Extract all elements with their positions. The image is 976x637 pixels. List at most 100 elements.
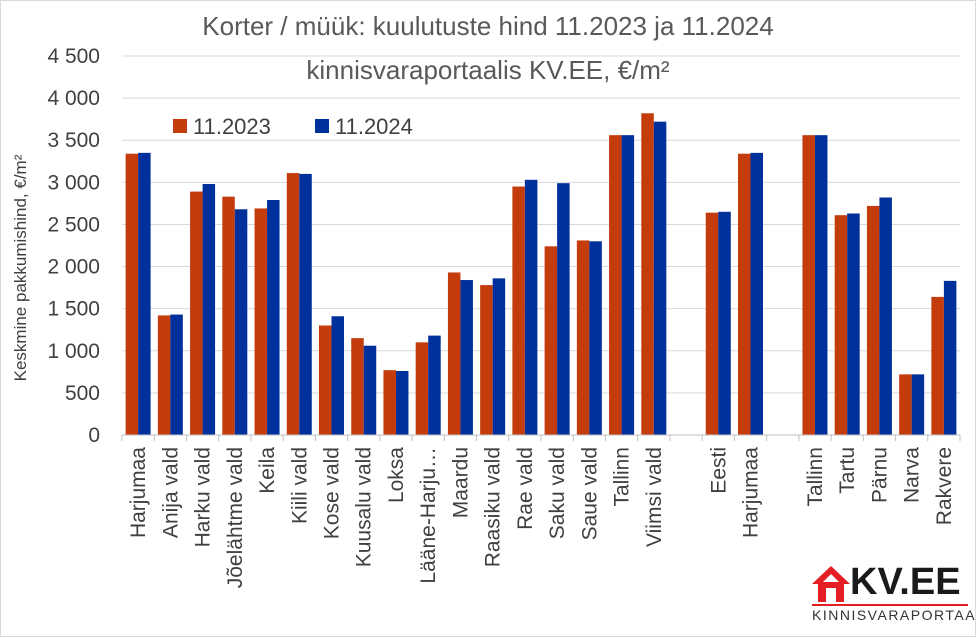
x-category-label: Jõelähtme vald [224,447,247,588]
y-tick-label: 500 [65,382,100,405]
legend-swatch-2024 [315,119,329,133]
legend-swatch-2023 [173,119,187,133]
x-category-label: Rae vald [514,447,537,530]
legend: 11.2023 11.2024 [173,114,413,139]
x-category-labels: Harjumaa Anija vald Harku vald Jõelähtme va… [127,447,956,589]
x-category-label: Kose vald [321,447,344,539]
bar-11.2024-Tallinn [814,135,828,435]
bar-11.2024-Harku vald [202,184,216,435]
y-tick-label: 1 000 [47,340,100,363]
x-category-label: Loksa [385,447,408,503]
x-category-label: Raasiku vald [482,447,505,567]
bar-11.2024-Loksa [395,370,409,435]
y-tick-label: 3 500 [47,129,100,152]
x-category-label: Pärnu [868,447,891,503]
logo-underline [812,604,968,606]
bar-11.2024-Rakvere [943,280,957,435]
bar-11.2024-Kiili vald [299,173,312,435]
x-category-label: Kuusalu vald [353,447,376,567]
bar-11.2024-Harjumaa [138,152,151,435]
bar-11.2023-Tallinn [609,135,622,435]
bar-11.2023-Rae vald [512,186,525,435]
bar-11.2023-Lääne-Harju… [415,342,429,435]
bar-11.2024-Maardu [460,280,473,435]
x-category-label: Saue vald [578,447,601,540]
bar-11.2024-Lääne-Harju… [428,335,441,435]
legend-label-2023: 11.2023 [193,114,271,139]
bar-11.2024-Keila [267,200,280,435]
bar-11.2023-Keila [254,208,268,435]
x-category-label: Narva [901,447,924,503]
bar-11.2023-Maardu [447,272,461,435]
y-tick-label: 4 500 [47,45,100,68]
legend-label-2024: 11.2024 [335,114,413,139]
bar-11.2023-Eesti [705,212,719,435]
axes [121,434,961,441]
y-tick-labels: 0 500 1 000 1 500 2 000 2 500 3 000 3 500 4 000 4… [47,45,100,447]
bar-11.2023-Pärnu [866,205,880,435]
bars [125,113,957,436]
bar-11.2023-Kuusalu vald [351,338,364,435]
bar-11.2024-Saue vald [589,241,602,435]
x-category-label: Saku vald [546,447,569,539]
y-axis-label: Keskmine pakkumishind, €/m² [11,154,30,381]
x-category-label: Eesti [707,447,730,494]
bar-11.2024-Jõelähtme vald [234,209,248,435]
bar-11.2024-Kose vald [331,316,344,435]
gridlines [122,55,960,394]
kv-ee-logo: KV.EE KINNISVARAPORTAAL [806,561,976,632]
bar-11.2024-Tallinn [621,135,635,435]
house-logo-icon [812,566,850,602]
y-tick-label: 3 000 [47,171,100,194]
bar-11.2023-Anija vald [157,315,171,435]
bar-11.2023-Viimsi vald [641,113,654,435]
bar-11.2023-Narva [899,374,912,435]
x-category-label: Keila [256,447,279,494]
bar-11.2024-Saku vald [557,183,570,435]
bar-11.2023-Tartu [834,215,848,435]
bar-11.2024-Kuusalu vald [363,345,377,435]
x-category-label: Harku vald [192,447,215,547]
bar-11.2024-Pärnu [879,197,892,435]
bar-11.2024-Viimsi vald [653,121,667,436]
bar-11.2023-Saue vald [576,240,590,435]
bar-11.2023-Saku vald [544,246,558,435]
chart-title-line-2: kinnisvaraportaalis KV.EE, €/m² [306,55,670,85]
y-tick-label: 1 500 [47,298,100,321]
bar-11.2023-Raasiku vald [480,285,493,435]
bar-11.2024-Tartu [847,213,860,435]
x-category-label: Kiili vald [288,447,311,524]
x-category-label: Tallinn [611,447,634,507]
x-category-label: Anija vald [159,447,182,538]
x-category-label: Lääne-Harju… [417,447,440,584]
x-category-label: Tartu [836,447,859,494]
bar-11.2023-Harku vald [190,191,203,435]
x-category-label: Harjumaa [740,447,763,538]
bar-11.2023-Kiili vald [286,173,300,435]
bar-11.2023-Jõelähtme vald [222,196,235,435]
bar-11.2023-Tallinn [802,135,815,435]
bar-11.2023-Harjumaa [125,153,139,435]
x-category-label: Viimsi vald [643,447,666,547]
logo-brand-text: KV.EE [850,561,961,603]
x-category-label: Tallinn [804,447,827,507]
y-tick-label: 0 [88,424,100,447]
bar-11.2024-Rae vald [524,179,538,435]
logo-tagline: KINNISVARAPORTAAL [812,607,976,623]
bar-11.2023-Rakvere [931,296,944,435]
x-category-label: Rakvere [933,447,956,525]
chart-title-line-1: Korter / müük: kuulutuste hind 11.2023 j… [202,11,773,41]
bar-11.2023-Kose vald [319,325,332,435]
bar-11.2023-Loksa [383,370,396,435]
bar-11.2024-Raasiku vald [492,278,506,435]
y-tick-label: 4 000 [47,87,100,110]
x-category-label: Harjumaa [127,447,150,538]
bar-11.2024-Eesti [718,211,731,435]
y-tick-label: 2 000 [47,256,100,279]
y-tick-label: 2 500 [47,213,100,236]
x-category-label: Maardu [449,447,472,518]
bar-11.2024-Narva [911,374,925,435]
bar-11.2023-Harjumaa [738,153,751,435]
bar-11.2024-Anija vald [170,314,183,435]
